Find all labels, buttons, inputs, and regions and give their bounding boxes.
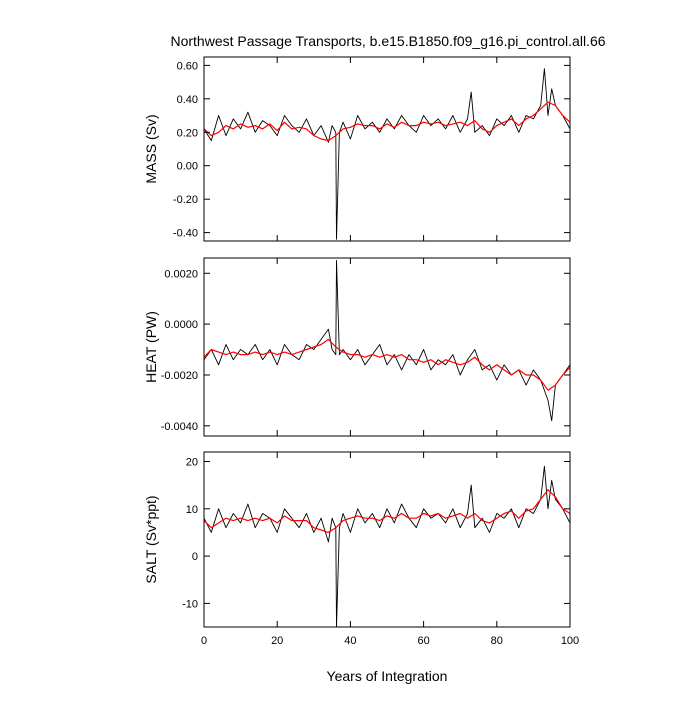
mass-ytick-label: 0.60 [177, 60, 198, 72]
heat-y-axis-label: HEAT (PW) [143, 311, 159, 383]
salt-plot-frame [203, 451, 571, 628]
heat-plot-frame [203, 257, 571, 437]
salt-ytick-label: -10 [182, 598, 198, 610]
mass-ytick-label: 0.20 [177, 127, 198, 139]
x-tick-label: 40 [344, 635, 356, 647]
mass-ytick-label: -0.20 [173, 194, 198, 206]
mass-ytick-label: 0.00 [177, 161, 198, 173]
heat-panel: -0.0040 -0.0020 0.0000 0.0020 HEAT (PW) [143, 257, 571, 437]
chart-panels: -0.40 -0.20 0.00 0.20 0.40 0.60 MASS (Sv) -0.00… [143, 56, 579, 647]
x-tick-label: 0 [201, 635, 207, 647]
x-axis-label: Years of Integration [327, 668, 448, 684]
heat-ytick-label: -0.0020 [161, 370, 198, 382]
x-tick-label: 60 [417, 635, 429, 647]
heat-series-raw [203, 260, 571, 422]
salt-ytick-label: 10 [186, 504, 198, 516]
heat-ytick-label: -0.0040 [161, 421, 198, 433]
mass-ytick-label: 0.40 [177, 94, 198, 106]
salt-y-axis-label: SALT (Sv*ppt) [143, 495, 159, 583]
heat-ytick-label: 0.0020 [164, 268, 198, 280]
heat-series-smoothed [203, 338, 571, 391]
x-tick-label: 80 [491, 635, 503, 647]
mass-y-axis-label: MASS (Sv) [143, 114, 159, 183]
mass-plot-frame [203, 56, 571, 242]
salt-ytick-label: 20 [186, 457, 198, 469]
salt-ytick-label: 0 [192, 551, 198, 563]
chart-title: Northwest Passage Transports, b.e15.B185… [170, 33, 605, 49]
salt-series-raw [203, 465, 571, 628]
x-tick-label: 20 [271, 635, 283, 647]
heat-ytick-label: 0.0000 [164, 319, 198, 331]
mass-series-raw [203, 68, 571, 240]
salt-series-smoothed [203, 489, 571, 534]
mass-series-smoothed [203, 101, 571, 142]
x-tick-label: 100 [561, 635, 579, 647]
mass-ytick-label: -0.40 [173, 228, 198, 240]
mass-panel: -0.40 -0.20 0.00 0.20 0.40 0.60 MASS (Sv) [143, 56, 571, 242]
salt-panel: -10 0 10 20 0 20 40 60 80 100 SALT (Sv*ppt) [143, 451, 579, 647]
